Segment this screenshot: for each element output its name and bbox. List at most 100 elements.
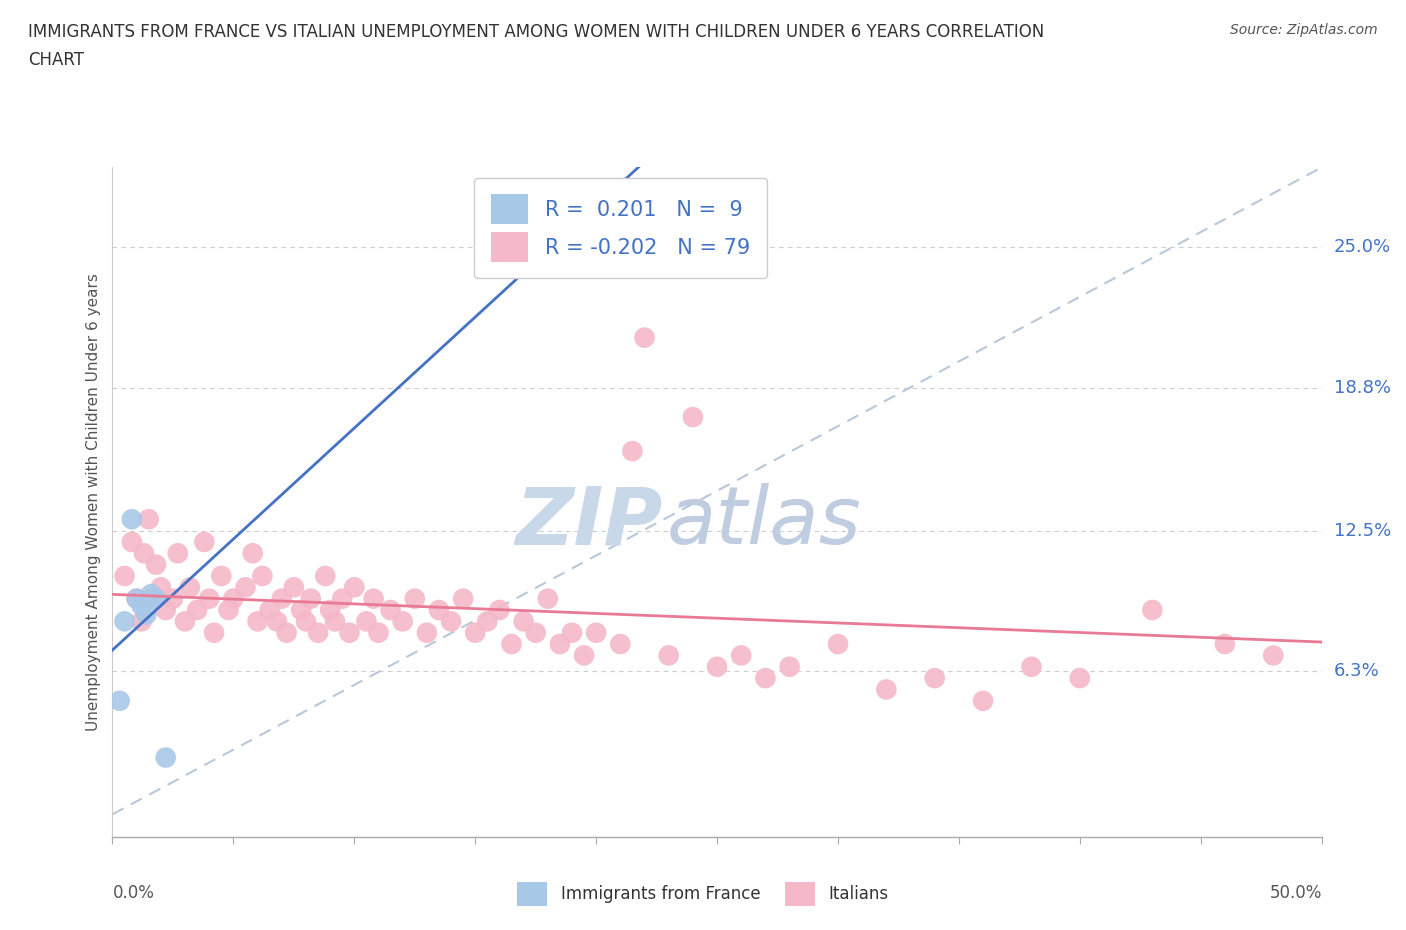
Point: [827, 637, 849, 652]
Point: [218, 603, 240, 618]
Text: Source: ZipAtlas.com: Source: ZipAtlas.com: [1230, 23, 1378, 37]
Point: [682, 409, 704, 424]
Point: [730, 648, 752, 663]
Point: [209, 568, 232, 583]
Point: [779, 659, 801, 674]
Point: [754, 671, 776, 685]
Point: [138, 512, 160, 526]
Point: [222, 591, 245, 606]
Point: [155, 751, 177, 765]
Point: [198, 591, 221, 606]
Point: [125, 591, 148, 606]
Point: [202, 625, 225, 640]
Point: [307, 625, 329, 640]
Point: [114, 614, 136, 629]
Point: [658, 648, 681, 663]
Point: [537, 591, 560, 606]
Point: [512, 614, 534, 629]
Point: [314, 568, 336, 583]
Point: [283, 580, 305, 595]
Point: [132, 546, 155, 561]
Legend: Immigrants from France, Italians: Immigrants from France, Italians: [510, 875, 896, 912]
Point: [440, 614, 463, 629]
Point: [108, 694, 131, 709]
Point: [633, 330, 655, 345]
Point: [162, 591, 184, 606]
Legend: R =  0.201   N =  9, R = -0.202   N = 79: R = 0.201 N = 9, R = -0.202 N = 79: [474, 178, 766, 278]
Text: 0.0%: 0.0%: [112, 884, 155, 902]
Text: CHART: CHART: [28, 51, 84, 69]
Point: [266, 614, 288, 629]
Point: [330, 591, 353, 606]
Point: [141, 591, 163, 606]
Point: [451, 591, 474, 606]
Point: [706, 659, 728, 674]
Text: IMMIGRANTS FROM FRANCE VS ITALIAN UNEMPLOYMENT AMONG WOMEN WITH CHILDREN UNDER 6: IMMIGRANTS FROM FRANCE VS ITALIAN UNEMPL…: [28, 23, 1045, 41]
Text: 50.0%: 50.0%: [1270, 884, 1322, 902]
Point: [131, 598, 153, 613]
Point: [875, 682, 897, 697]
Point: [174, 614, 197, 629]
Point: [609, 637, 631, 652]
Point: [404, 591, 426, 606]
Point: [477, 614, 499, 629]
Point: [924, 671, 946, 685]
Point: [186, 603, 208, 618]
Point: [166, 546, 188, 561]
Point: [1142, 603, 1164, 618]
Point: [114, 568, 136, 583]
Point: [363, 591, 385, 606]
Point: [276, 625, 298, 640]
Point: [121, 512, 143, 526]
Point: [524, 625, 547, 640]
Point: [1213, 637, 1236, 652]
Point: [343, 580, 366, 595]
Text: atlas: atlas: [666, 484, 860, 562]
Point: [548, 637, 571, 652]
Point: [391, 614, 413, 629]
Point: [323, 614, 346, 629]
Point: [193, 535, 215, 550]
Point: [972, 694, 994, 709]
Point: [252, 568, 274, 583]
Point: [125, 591, 148, 606]
Point: [145, 557, 167, 572]
Point: [141, 587, 163, 602]
Point: [1069, 671, 1091, 685]
Point: [501, 637, 523, 652]
Point: [367, 625, 389, 640]
Point: [488, 603, 510, 618]
Point: [585, 625, 607, 640]
Point: [416, 625, 439, 640]
Point: [299, 591, 322, 606]
Point: [149, 580, 172, 595]
Point: [427, 603, 450, 618]
Point: [235, 580, 257, 595]
Point: [1021, 659, 1043, 674]
Point: [135, 607, 157, 622]
Point: [259, 603, 281, 618]
Point: [145, 591, 167, 606]
Point: [179, 580, 201, 595]
Point: [121, 535, 143, 550]
Y-axis label: Unemployment Among Women with Children Under 6 years: Unemployment Among Women with Children U…: [86, 273, 101, 731]
Point: [270, 591, 292, 606]
Text: 18.8%: 18.8%: [1334, 379, 1391, 396]
Text: 12.5%: 12.5%: [1334, 522, 1391, 539]
Point: [131, 614, 153, 629]
Text: ZIP: ZIP: [515, 484, 662, 562]
Point: [464, 625, 486, 640]
Point: [290, 603, 312, 618]
Point: [319, 603, 342, 618]
Point: [246, 614, 269, 629]
Point: [155, 603, 177, 618]
Point: [356, 614, 378, 629]
Text: 6.3%: 6.3%: [1334, 662, 1379, 681]
Text: 25.0%: 25.0%: [1334, 238, 1391, 256]
Point: [380, 603, 402, 618]
Point: [621, 444, 644, 458]
Point: [561, 625, 583, 640]
Point: [1263, 648, 1285, 663]
Point: [572, 648, 595, 663]
Point: [242, 546, 264, 561]
